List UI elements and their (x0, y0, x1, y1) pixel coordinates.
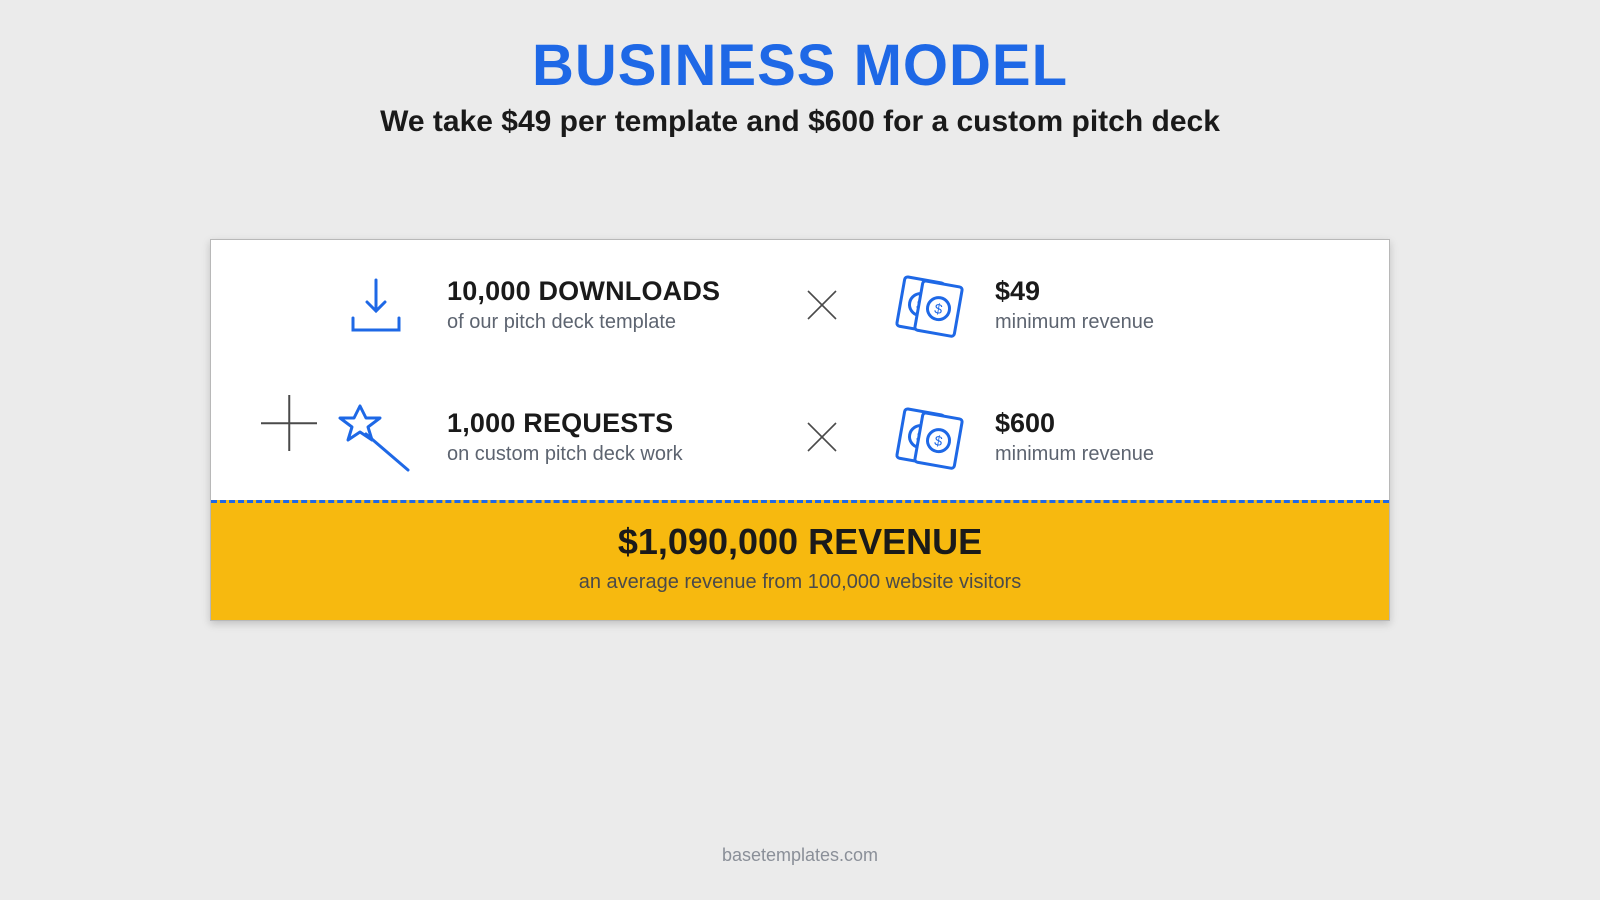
model-row: 10,000 DOWNLOADS of our pitch deck templ… (251, 270, 1349, 340)
slide-header: BUSINESS MODEL We take $49 per template … (0, 0, 1600, 139)
total-title: $1,090,000 REVENUE (221, 521, 1379, 563)
metric-sub: on custom pitch deck work (447, 443, 787, 466)
slide-title: BUSINESS MODEL (0, 32, 1600, 99)
price-sub: minimum revenue (995, 443, 1154, 466)
price-sub: minimum revenue (995, 311, 1154, 334)
metric-block: 1,000 REQUESTS on custom pitch deck work (447, 408, 787, 466)
money-icon: $ $ (883, 402, 973, 472)
metric-title: 10,000 DOWNLOADS (447, 276, 787, 307)
download-icon (331, 274, 421, 336)
metric-block: 10,000 DOWNLOADS of our pitch deck templ… (447, 276, 787, 334)
footer-credit: basetemplates.com (0, 845, 1600, 866)
plus-icon (261, 395, 317, 451)
price-title: $600 (995, 408, 1154, 439)
slide-subtitle: We take $49 per template and $600 for a … (0, 105, 1600, 139)
total-bar: $1,090,000 REVENUE an average revenue fr… (211, 500, 1389, 620)
price-block: $49 minimum revenue (995, 276, 1154, 334)
money-icon: $ $ (883, 270, 973, 340)
model-rows: 10,000 DOWNLOADS of our pitch deck templ… (211, 240, 1389, 500)
model-card: 10,000 DOWNLOADS of our pitch deck templ… (210, 239, 1390, 621)
model-row: 1,000 REQUESTS on custom pitch deck work (251, 400, 1349, 474)
metric-sub: of our pitch deck template (447, 311, 787, 334)
total-sub: an average revenue from 100,000 website … (221, 571, 1379, 594)
wand-icon (331, 400, 421, 474)
multiply-icon (787, 285, 857, 325)
metric-title: 1,000 REQUESTS (447, 408, 787, 439)
price-title: $49 (995, 276, 1154, 307)
price-block: $600 minimum revenue (995, 408, 1154, 466)
multiply-icon (787, 417, 857, 457)
